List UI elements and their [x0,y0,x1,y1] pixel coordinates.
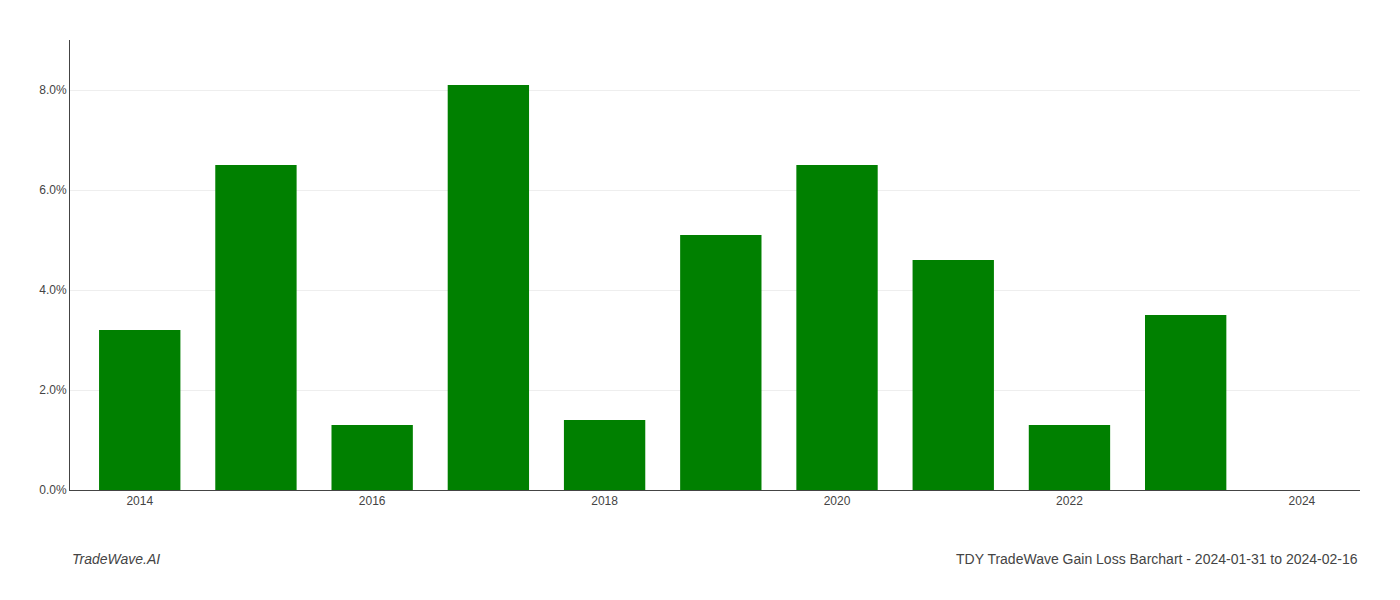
svg-text:TDY TradeWave Gain Loss Barcha: TDY TradeWave Gain Loss Barchart - 2024-… [956,551,1358,567]
svg-text:2020: 2020 [824,494,851,508]
svg-text:2014: 2014 [126,494,153,508]
svg-text:6.0%: 6.0% [39,183,67,197]
svg-text:8.0%: 8.0% [39,83,67,97]
svg-text:0.0%: 0.0% [39,483,67,497]
svg-text:2018: 2018 [591,494,618,508]
svg-text:2022: 2022 [1056,494,1083,508]
svg-text:2.0%: 2.0% [39,383,67,397]
svg-text:4.0%: 4.0% [39,283,67,297]
svg-text:TradeWave.AI: TradeWave.AI [72,551,160,567]
svg-text:2024: 2024 [1289,494,1316,508]
svg-text:2016: 2016 [359,494,386,508]
